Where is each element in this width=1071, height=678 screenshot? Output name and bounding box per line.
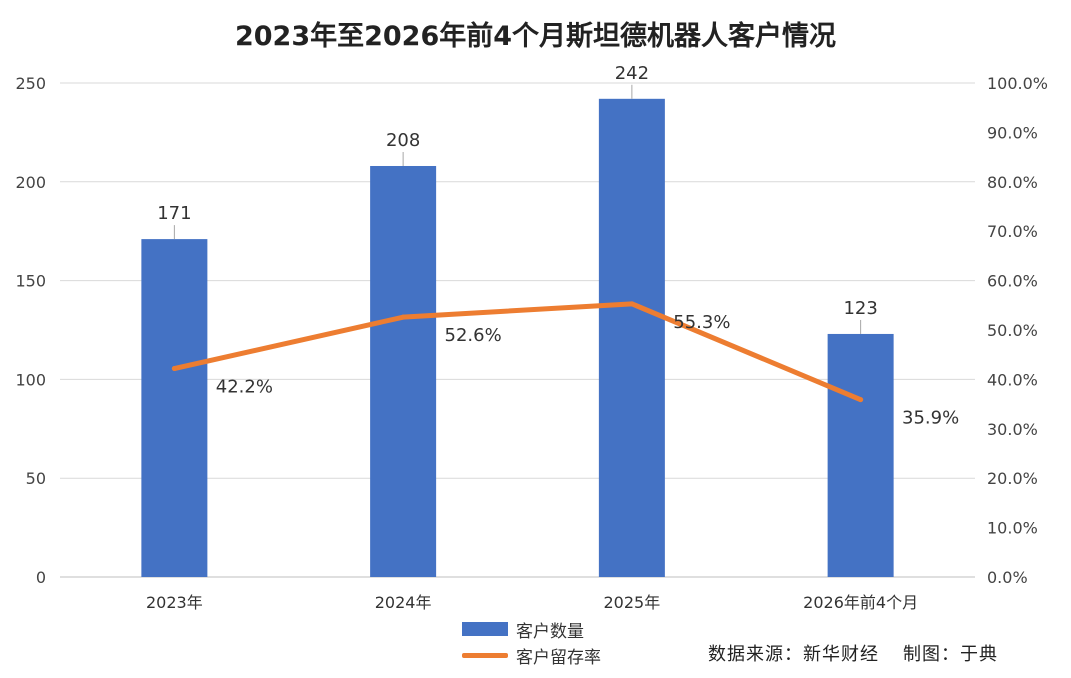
- legend-item-line[interactable]: 客户留存率: [462, 642, 601, 668]
- line-point: [629, 301, 635, 307]
- line-point: [858, 397, 864, 403]
- y-left-tick-label: 200: [15, 173, 46, 192]
- source-note: 数据来源：新华财经 制图：于典: [708, 640, 998, 666]
- legend-label-bar: 客户数量: [516, 621, 584, 642]
- x-category-label: 2024年: [375, 593, 432, 612]
- bar: [827, 333, 894, 577]
- bar-data-label: 171: [157, 203, 191, 224]
- bar-data-label: 208: [386, 130, 420, 151]
- bar: [141, 239, 208, 577]
- y-left-tick-label: 150: [15, 272, 46, 291]
- y-left-tick-label: 50: [26, 469, 46, 488]
- retention-line: [171, 301, 864, 403]
- credit-text: 制图：于典: [903, 644, 998, 665]
- bar-data-label: 242: [615, 63, 649, 84]
- y-left-tick-label: 0: [36, 568, 46, 587]
- bar-data-label: 123: [843, 298, 877, 319]
- y-right-tick-label: 50.0%: [987, 321, 1038, 340]
- legend: 客户数量 客户留存率: [462, 616, 601, 668]
- y-right-tick-label: 80.0%: [987, 173, 1038, 192]
- y-right-tick-label: 10.0%: [987, 519, 1038, 538]
- y-right-tick-label: 60.0%: [987, 272, 1038, 291]
- chart-title: 2023年至2026年前4个月斯坦德机器人客户情况: [234, 21, 837, 52]
- y-right-tick-label: 40.0%: [987, 370, 1038, 389]
- line-data-label: 55.3%: [673, 312, 730, 333]
- x-category-label: 2026年前4个月: [803, 593, 918, 612]
- legend-item-bar[interactable]: 客户数量: [462, 616, 601, 642]
- line-data-label: 52.6%: [445, 325, 502, 346]
- y-left-tick-label: 100: [15, 370, 46, 389]
- y-right-tick-label: 20.0%: [987, 469, 1038, 488]
- legend-swatch-bar: [462, 622, 508, 636]
- y-right-tick-label: 30.0%: [987, 420, 1038, 439]
- legend-label-line: 客户留存率: [516, 647, 601, 668]
- line-data-label: 42.2%: [216, 377, 273, 398]
- y-right-tick-label: 100.0%: [987, 74, 1048, 93]
- y-right-tick-label: 90.0%: [987, 123, 1038, 142]
- y-left-tick-label: 250: [15, 74, 46, 93]
- x-category-label: 2023年: [146, 593, 203, 612]
- bar: [598, 98, 665, 578]
- line-data-label: 35.9%: [902, 408, 959, 429]
- y-right-tick-label: 0.0%: [987, 568, 1028, 587]
- bar: [370, 165, 437, 577]
- line-point: [171, 366, 177, 372]
- legend-swatch-line: [462, 652, 508, 658]
- source-text: 数据来源：新华财经: [708, 644, 879, 665]
- x-category-label: 2025年: [604, 593, 661, 612]
- y-right-tick-label: 70.0%: [987, 222, 1038, 241]
- line-point: [400, 314, 406, 320]
